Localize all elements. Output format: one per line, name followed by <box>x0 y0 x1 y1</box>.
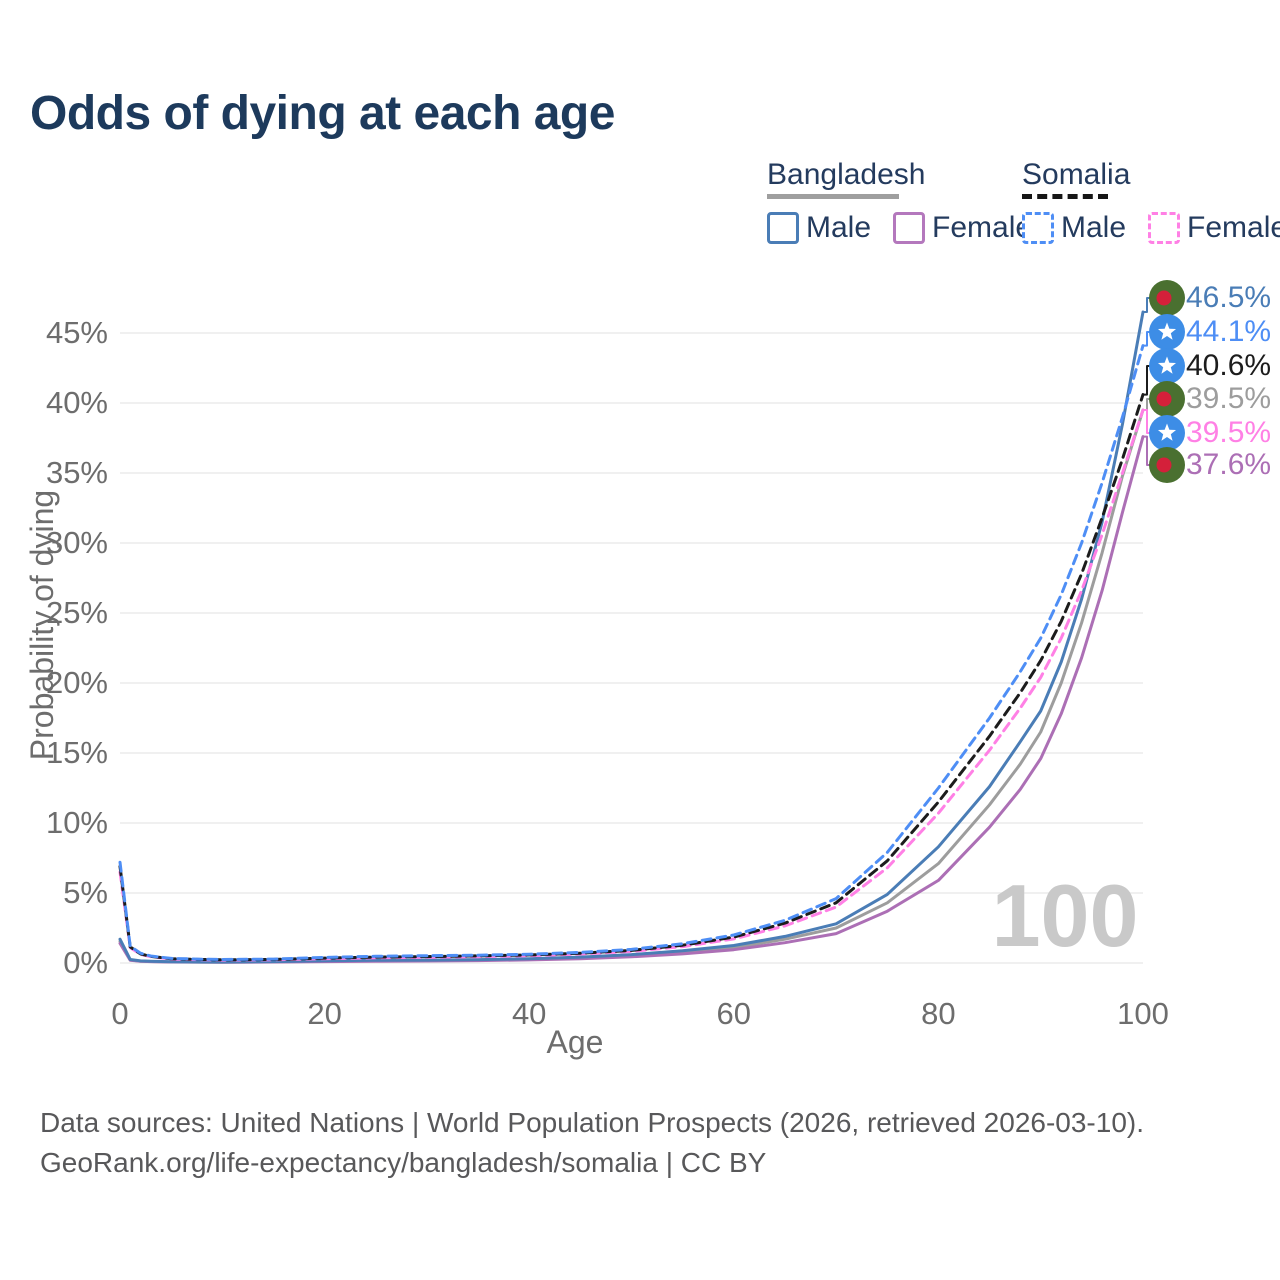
somalia-flag-icon <box>1149 415 1185 451</box>
somalia-dashed-line-swatch <box>1022 194 1108 199</box>
y-tick-label: 15% <box>45 735 108 770</box>
y-tick-label: 30% <box>45 525 108 560</box>
legend-item-label: Male <box>806 211 872 244</box>
somalia-flag-icon <box>1149 348 1185 384</box>
legend-item-label: Male <box>1061 211 1127 244</box>
y-tick-label: 10% <box>45 805 108 840</box>
x-tick-label: 20 <box>307 996 342 1031</box>
bangladesh-female-swatch-icon <box>893 212 926 244</box>
page-title: Odds of dying at each age <box>30 87 615 140</box>
x-axis-title: Age <box>546 1024 604 1060</box>
x-tick-label: 80 <box>921 996 956 1031</box>
somalia-flag-icon <box>1149 314 1185 350</box>
end-value-label-somalia-male: 44.1% <box>1186 315 1272 348</box>
end-value-label-bangladesh-female: 37.6% <box>1186 448 1272 481</box>
bangladesh-solid-line-swatch <box>767 194 899 199</box>
legend-group-somalia: Somalia Male Female <box>1022 158 1280 245</box>
x-tick-label: 40 <box>511 996 547 1031</box>
data-source-note: Data sources: United Nations | World Pop… <box>40 1107 1145 1138</box>
legend-item-somalia-male[interactable]: Male <box>1022 211 1126 245</box>
legend-item-somalia-female[interactable]: Female <box>1148 211 1280 245</box>
x-tick-label: 0 <box>111 996 129 1031</box>
bangladesh-flag-icon <box>1149 381 1185 417</box>
attribution-note: GeoRank.org/life-expectancy/bangladesh/s… <box>40 1147 767 1178</box>
age-watermark: 100 <box>991 866 1139 965</box>
bangladesh-male-swatch-icon <box>767 212 799 244</box>
y-tick-label: 35% <box>45 455 108 490</box>
series-line-bangladesh-male <box>118 310 1145 964</box>
legend-country-somalia: Somalia <box>1022 158 1131 191</box>
end-value-label-somalia-both: 40.6% <box>1186 349 1272 382</box>
legend-group-bangladesh: Bangladesh Male Female <box>767 158 1046 245</box>
legend-country-bangladesh: Bangladesh <box>767 158 926 191</box>
somalia-female-swatch-icon <box>1148 212 1181 244</box>
x-tick-label: 60 <box>716 996 752 1031</box>
y-tick-label: 25% <box>45 595 108 630</box>
y-tick-label: 20% <box>45 665 108 700</box>
y-tick-label: 45% <box>45 315 108 350</box>
series-line-somalia-male <box>118 344 1145 961</box>
bangladesh-flag-icon <box>1149 280 1185 316</box>
legend-item-label: Female <box>1187 211 1280 244</box>
y-tick-label: 5% <box>63 875 108 910</box>
end-value-label-bangladesh-male: 46.5% <box>1186 281 1272 314</box>
y-tick-label: 40% <box>45 385 108 420</box>
legend-item-label: Female <box>932 211 1033 244</box>
y-tick-label: 0% <box>63 945 108 980</box>
x-tick-label: 100 <box>1117 996 1169 1031</box>
legend-item-bangladesh-female[interactable]: Female <box>893 211 1032 245</box>
end-value-label-bangladesh-both: 39.5% <box>1186 382 1272 415</box>
bangladesh-flag-icon <box>1149 447 1185 483</box>
legend-item-bangladesh-male[interactable]: Male <box>767 211 871 245</box>
end-value-label-somalia-female: 39.5% <box>1186 416 1272 449</box>
somalia-male-swatch-icon <box>1022 212 1054 244</box>
